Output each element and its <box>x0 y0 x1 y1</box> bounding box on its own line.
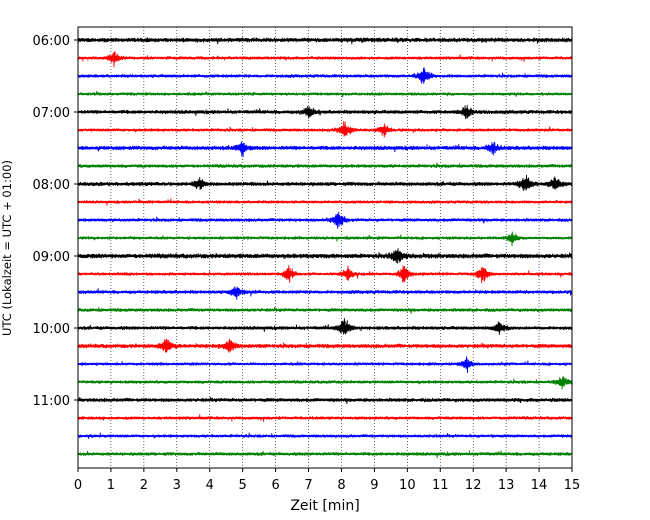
x-tick-label: 10 <box>399 478 416 493</box>
x-tick-label: 13 <box>498 478 515 493</box>
trace-line <box>77 338 573 353</box>
trace-line <box>77 306 573 314</box>
trace-line <box>77 231 573 247</box>
trace-line <box>77 90 573 98</box>
x-tick-label: 8 <box>337 478 345 493</box>
x-axis: 0 1 2 3 4 5 6 7 8 9 10 11 12 13 14 15 <box>74 468 580 493</box>
x-tick-label: 0 <box>74 478 82 493</box>
plot-frame <box>77 26 573 469</box>
trace-line <box>77 450 573 458</box>
trace-line <box>77 414 573 422</box>
trace-line <box>77 37 573 45</box>
y-tick-label: 10:00 <box>33 322 70 337</box>
trace-line <box>77 248 573 264</box>
trace-line <box>77 376 573 390</box>
y-axis-label: UTC (Lokalzeit = UTC + 01:00) <box>0 160 14 336</box>
y-tick-label: 09:00 <box>33 250 70 265</box>
x-tick-label: 12 <box>465 478 482 493</box>
trace-line <box>77 67 573 84</box>
trace-line <box>77 104 573 119</box>
trace-group <box>77 37 573 458</box>
x-tick-label: 3 <box>173 478 181 493</box>
x-tick-label: 1 <box>107 478 115 493</box>
x-tick-label: 4 <box>206 478 214 493</box>
y-tick-label: 07:00 <box>33 106 70 121</box>
x-tick-label: 14 <box>531 478 548 493</box>
x-tick-label: 11 <box>432 478 449 493</box>
trace-line <box>77 198 573 206</box>
trace-line <box>77 356 573 373</box>
y-axis: 06:00 07:00 08:00 09:00 10:00 11:00 <box>33 34 78 409</box>
x-axis-label: Zeit [min] <box>290 498 359 514</box>
trace-line <box>77 51 573 68</box>
trace-line <box>77 211 573 229</box>
trace-line <box>77 286 573 300</box>
trace-line <box>77 432 573 439</box>
x-tick-label: 7 <box>304 478 312 493</box>
trace-line <box>77 162 573 169</box>
y-tick-label: 06:00 <box>33 34 70 49</box>
x-tick-label: 6 <box>271 478 279 493</box>
trace-line <box>77 396 573 404</box>
trace-line <box>77 174 573 192</box>
trace-line <box>77 265 573 284</box>
x-tick-label: 9 <box>370 478 378 493</box>
trace-line <box>77 141 573 157</box>
trace-line <box>77 121 573 138</box>
y-tick-label: 11:00 <box>33 394 70 409</box>
trace-line <box>77 318 573 335</box>
x-tick-label: 15 <box>564 478 581 493</box>
x-tick-label: 2 <box>140 478 148 493</box>
x-tick-label: 5 <box>239 478 247 493</box>
y-tick-label: 08:00 <box>33 178 70 193</box>
